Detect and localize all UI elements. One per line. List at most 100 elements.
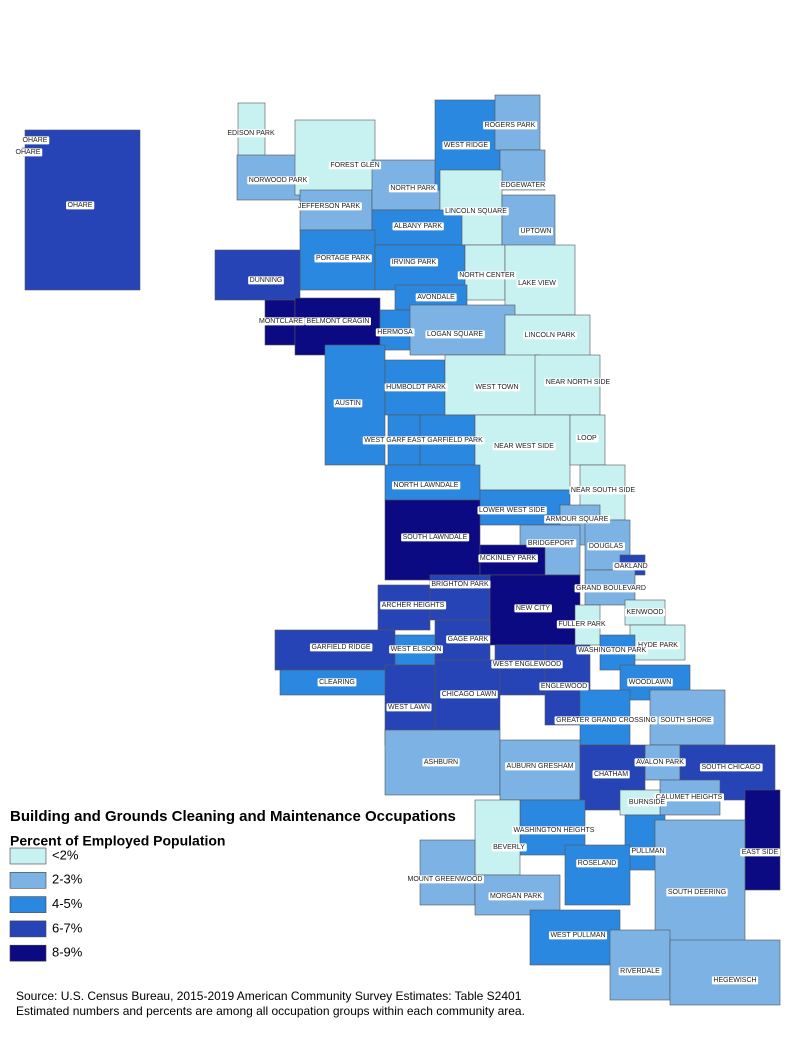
area-label: WEST TOWN [475,384,518,391]
area-label: OAKLAND [614,563,647,570]
area-label: RIVERDALE [620,968,660,975]
area-label: NORTH PARK [390,185,436,192]
label-background [429,580,491,589]
area-label: BRIDGEPORT [528,540,575,547]
label-background [699,763,763,772]
area-label: NEW CITY [516,605,551,612]
label-background [477,506,547,515]
label-background [576,646,648,655]
area-label: ROGERS PARK [485,122,536,129]
label-background [392,222,444,231]
label-background [247,176,310,185]
label-background [375,328,415,337]
community-area [409,304,516,356]
label-background [544,378,613,387]
area-label: EDISON PARK [227,130,275,137]
label-background [248,276,284,285]
label-background [519,227,553,236]
area-label: CHATHAM [594,771,628,778]
area-label: PORTAGE PARK [316,255,370,262]
label-background [548,931,608,940]
label-background [296,202,362,211]
label-background [554,716,658,725]
legend-swatch [9,896,47,913]
area-label: NEAR WEST SIDE [494,443,554,450]
area-label: FOREST GLEN [330,162,379,169]
area-label: ASHBURN [424,759,458,766]
area-label: JEFFERSON PARK [298,203,360,210]
label-background [634,758,686,767]
area-label: GARFIELD RIDGE [311,644,370,651]
area-label: WOODLAWN [629,679,672,686]
label-background [425,330,485,339]
label-background [405,436,485,445]
label-background [488,892,544,901]
label-background [384,383,448,392]
area-label: LINCOLN SQUARE [445,208,507,215]
area-label: EAST SIDE [742,849,779,856]
area-label: ARMOUR SQUARE [546,516,609,523]
label-background [386,703,432,712]
area-label: NORWOOD PARK [249,177,308,184]
area-label: HEGEWISCH [713,977,756,984]
label-background [654,793,725,802]
area-label: WEST LAWN [388,704,430,711]
area-label: EAST GARFIELD PARK [407,437,483,444]
area-label: WEST GARFIELD PARK [364,437,442,444]
community-area [214,249,301,301]
area-label: BEVERLY [493,844,525,851]
area-label: GREATER GRAND CROSSING [556,717,656,724]
area-label: NORTH CENTER [459,272,514,279]
label-background [666,888,728,897]
area-label: LOGAN SQUARE [427,331,483,338]
area-label: KENWOOD [627,609,664,616]
area-label: OHARE [16,149,41,156]
source-line: Source: U.S. Census Bureau, 2015-2019 Am… [16,989,522,1003]
community-area [564,844,631,906]
area-label: NEAR SOUTH SIDE [571,487,636,494]
label-background [612,562,650,571]
community-area [474,414,571,491]
labels: OHARE OHARE OHARE EDISON PARK NORWOOD PARK FO… [14,121,781,985]
label-background [587,542,625,551]
label-background [539,682,589,691]
legend-swatch [9,847,47,865]
label-background [491,660,563,669]
area-label: NORTH LAWNDALE [394,482,459,489]
area-label: CLEARING [319,679,355,686]
label-background [576,859,618,868]
label-background [625,608,665,617]
legend-label: 6-7% [52,920,83,935]
label-background [483,121,538,130]
area-label: WASHINGTON HEIGHTS [514,827,595,834]
area-label: EDGEWATER [501,182,545,189]
area-label: SOUTH CHICAGO [701,764,761,771]
area-label: AUSTIN [335,400,361,407]
label-background [457,271,517,280]
title: Building and Grounds Cleaning and Mainte… [10,808,456,825]
label-background [629,847,667,856]
label-background [317,678,357,687]
area-label: UPTOWN [521,228,552,235]
area-label: MORGAN PARK [490,893,542,900]
label-background [658,716,714,725]
area-label: BRIGHTON PARK [431,581,489,588]
legend-swatch [9,920,47,938]
area-label: HYDE PARK [638,642,678,649]
area-label: MONTCLARE [259,318,303,325]
area-label: DUNNING [250,277,283,284]
area-label: WEST ENGLEWOOD [493,661,561,668]
label-background [21,136,50,145]
area-label: SOUTH LAWNDALE [403,534,468,541]
area-label: ENGLEWOOD [541,683,587,690]
area-label: AUBURN GRESHAM [507,763,574,770]
label-background [711,976,759,985]
community-area [609,929,671,1001]
area-label: GAGE PARK [448,636,489,643]
label-background [473,383,521,392]
community-area [374,244,466,291]
subtitle: Percent of Employed Population [10,833,225,849]
area-label: CALUMET HEIGHTS [656,794,723,801]
legend-label: 2-3% [52,872,83,887]
